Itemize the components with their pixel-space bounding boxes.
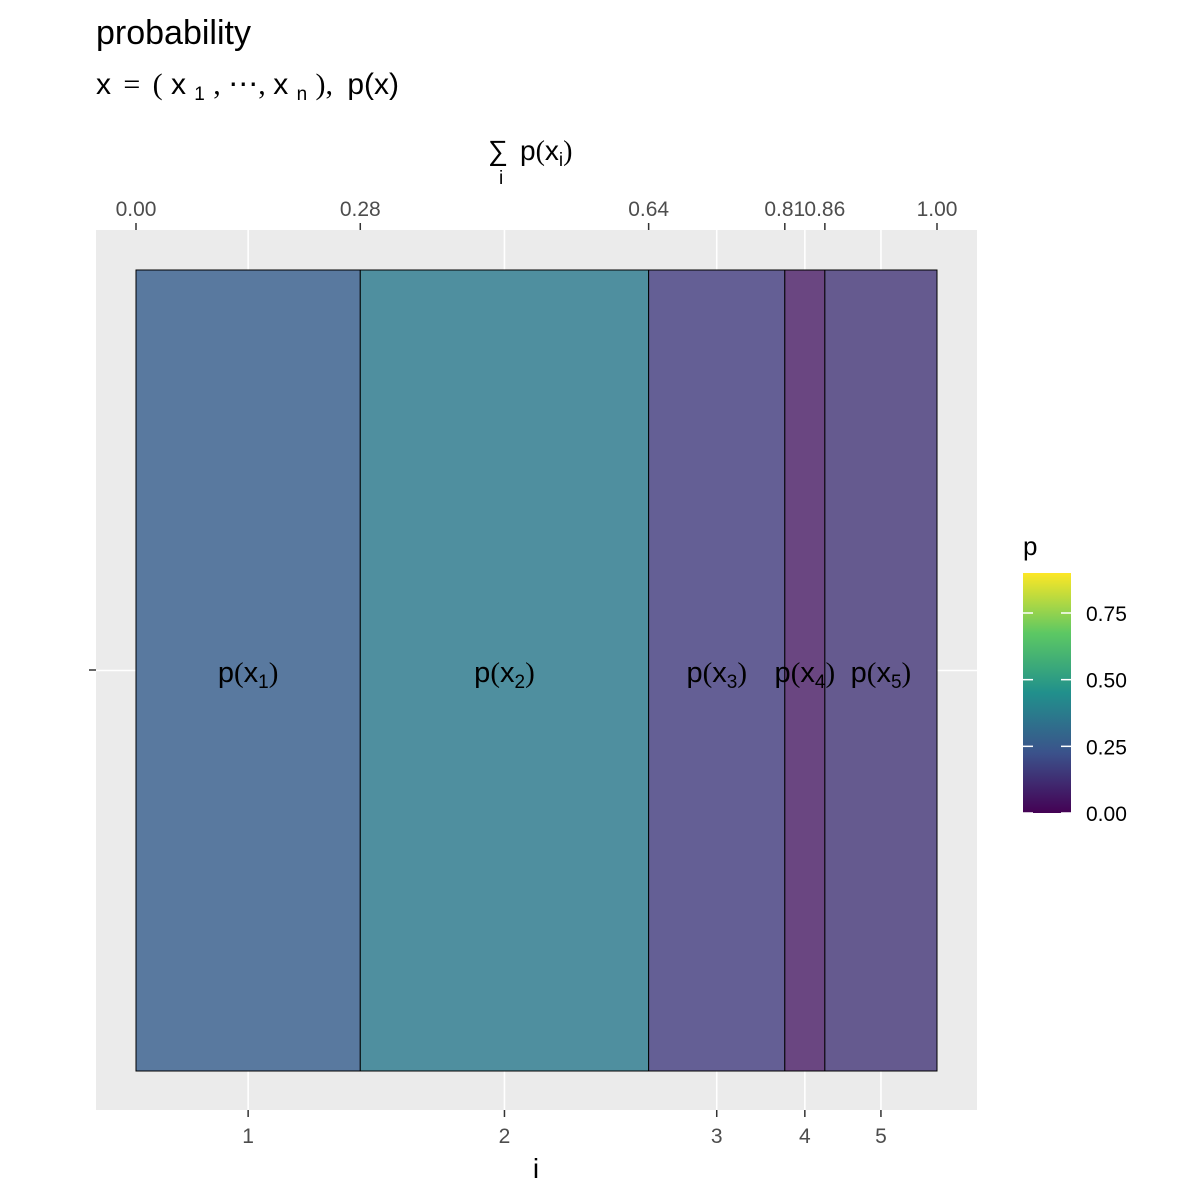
chart-title: probability	[96, 14, 251, 52]
bar-1	[135, 269, 361, 1072]
bottom-tick-label-4: 4	[799, 1125, 811, 1148]
top-tick-label-2: 0.64	[628, 198, 669, 221]
sum-symbol: ∑	[488, 135, 508, 166]
subtitle-xn: x	[273, 68, 288, 101]
bar-2	[359, 269, 650, 1072]
subtitle-open: (	[153, 68, 163, 101]
sum-term-sub: i	[559, 150, 563, 171]
sum-term-p: p	[520, 135, 536, 166]
legend-tick-label-2: 0.50	[1086, 670, 1127, 693]
legend-tick-label-3: 0.75	[1086, 603, 1127, 626]
top-tick-label-5: 1.00	[917, 198, 958, 221]
bar-5	[824, 269, 938, 1072]
legend-colorbar	[1023, 573, 1071, 813]
subtitle-dots: , ⋯,	[213, 68, 273, 101]
subtitle-x1: x	[171, 68, 186, 101]
bar-3	[648, 269, 786, 1072]
bottom-tick-label-2: 2	[499, 1125, 511, 1148]
legend-ticks: 0.00 0.25 0.50 0.75	[1023, 603, 1127, 826]
bar-label-4: p(x4)	[775, 657, 836, 693]
subtitle-eq: =	[123, 68, 140, 101]
sum-index: i	[499, 168, 503, 189]
subtitle-sub1: 1	[194, 84, 205, 105]
bottom-tick-label-1: 1	[242, 1125, 254, 1148]
top-axis: 0.00 0.28 0.64 0.81 0.86 1.00	[116, 198, 958, 230]
top-tick-label-4: 0.86	[804, 198, 845, 221]
bars	[135, 269, 938, 1072]
bar-label-3: p(x3)	[686, 657, 747, 693]
subtitle-subn: n	[297, 84, 308, 105]
legend-title: p	[1023, 531, 1037, 561]
legend: p 0.00 0.25 0.50 0.75	[1023, 531, 1127, 826]
sum-term-open: (	[536, 136, 545, 167]
top-tick-label-3: 0.81	[764, 198, 805, 221]
secondary-axis-title: ∑ i p(xi)	[488, 135, 572, 189]
legend-tick-label-0: 0.00	[1086, 803, 1127, 826]
bottom-axis: 1 2 3 4 5	[242, 1110, 887, 1148]
bottom-tick-label-3: 3	[711, 1125, 723, 1148]
chart-subtitle: x = ( x 1 , ⋯, x n ), p(x)	[96, 68, 399, 107]
x-axis-title: i	[533, 1153, 539, 1184]
bar-label-5: p(x5)	[851, 657, 912, 693]
legend-tick-label-1: 0.25	[1086, 736, 1127, 759]
sum-term-close: )	[563, 136, 572, 167]
subtitle-x: x	[96, 68, 111, 101]
bar-label-2: p(x2)	[474, 657, 535, 693]
subtitle-px: p(x)	[347, 68, 399, 101]
bar-4	[784, 269, 826, 1072]
sum-term: p(xi)	[520, 135, 572, 171]
bottom-tick-label-5: 5	[875, 1125, 887, 1148]
bar-label-1: p(x1)	[218, 657, 279, 693]
top-tick-label-1: 0.28	[340, 198, 381, 221]
bar-labels: p(x1) p(x2) p(x3) p(x4) p(x5)	[218, 657, 911, 693]
sum-term-x: x	[545, 135, 559, 166]
top-tick-label-0: 0.00	[116, 198, 157, 221]
subtitle-close: ),	[315, 68, 333, 101]
